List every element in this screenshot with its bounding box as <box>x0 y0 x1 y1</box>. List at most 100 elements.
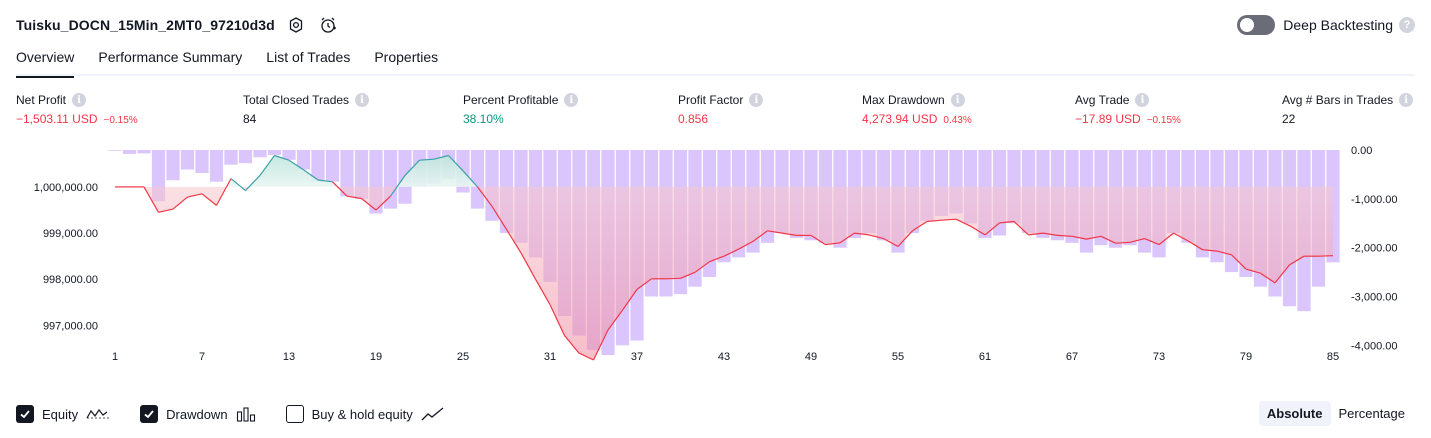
percentage-button[interactable]: Percentage <box>1338 406 1406 421</box>
equity-line-segment <box>810 234 826 246</box>
settings-icon[interactable] <box>285 14 307 36</box>
metric-avg-trade: Avg Trade i −17.89 USD −0.15% <box>1075 93 1181 126</box>
legend-label: Drawdown <box>166 406 228 422</box>
deep-backtesting-toggle[interactable] <box>1237 15 1276 35</box>
equity-line-segment <box>346 195 362 200</box>
equity-line-segment <box>607 309 623 331</box>
equity-line-segment <box>1289 255 1305 266</box>
equity-line-segment <box>1013 221 1029 236</box>
equity-line-segment <box>1042 232 1058 236</box>
equity-drawdown-chart[interactable]: 1,000,000.00 999,000.00 998,000.00 997,000.… <box>0 140 1431 372</box>
drawdown-bar <box>340 150 354 197</box>
equity-line-segment <box>941 218 957 221</box>
metric-profit-factor: Profit Factor i 0.856 <box>678 93 764 126</box>
drawdown-bar <box>354 150 369 199</box>
equity-line-segment <box>520 252 537 280</box>
report-header: Tuisku_DOCN_15Min_2MT0_97210d3d Deep Bac… <box>16 12 1415 38</box>
equity-line-segment <box>549 304 566 336</box>
legend-equity[interactable]: Equity <box>16 405 110 423</box>
equity-line-segment <box>1231 254 1247 270</box>
metric-label: Max Drawdown <box>862 93 945 107</box>
metric-label: Net Profit <box>16 93 67 107</box>
equity-line-segment <box>825 242 841 246</box>
equity-line-segment <box>636 278 652 290</box>
metric-value: 84 <box>243 112 257 126</box>
equity-line-segment <box>404 159 420 176</box>
tab-properties[interactable]: Properties <box>374 49 439 65</box>
equity-loss-area <box>144 186 1333 360</box>
drawdown-bar <box>137 150 151 154</box>
right-axis-tick-label: -1,000.00 <box>1351 194 1397 206</box>
info-icon[interactable]: i <box>564 93 579 107</box>
info-icon[interactable]: i <box>749 93 764 107</box>
tab-overview[interactable]: Overview <box>16 46 75 78</box>
x-axis-tick-label: 1 <box>112 351 118 363</box>
equity-line-segment <box>1115 241 1131 244</box>
equity-line-segment <box>143 186 160 213</box>
metric-percent: 0.43% <box>943 115 972 126</box>
equity-line-segment <box>1260 272 1276 284</box>
x-axis-tick-label: 79 <box>1240 351 1252 363</box>
x-axis-tick-label: 13 <box>283 351 295 363</box>
equity-line-segment <box>259 155 275 176</box>
metric-label: Avg # Bars in Trades <box>1282 93 1394 107</box>
tab-list-of-trades[interactable]: List of Trades <box>266 49 351 65</box>
metric-net-profit: Net Profit i −1,503.11 USD −0.15% <box>16 93 138 126</box>
metric-value: 4,273.94 USD <box>862 112 938 126</box>
equity-line-segment <box>332 181 348 197</box>
add-alert-clock-icon[interactable] <box>317 14 339 36</box>
legend-buy-hold-equity[interactable]: Buy & hold equity <box>285 405 445 423</box>
equity-line-segment <box>578 352 594 361</box>
equity-line-segment <box>303 169 319 181</box>
equity-line-segment <box>433 154 449 160</box>
equity-line-segment <box>172 196 188 210</box>
right-axis-tick-label: -4,000.00 <box>1351 340 1397 352</box>
x-axis-tick-label: 19 <box>370 351 382 363</box>
equity-line-segment <box>912 220 928 232</box>
info-icon[interactable]: i <box>1399 93 1414 107</box>
help-icon[interactable]: ? <box>1399 17 1415 33</box>
drawdown-bar <box>470 150 485 209</box>
equity-line-segment <box>1057 234 1073 237</box>
equity-line-segment <box>752 230 768 242</box>
info-icon[interactable]: i <box>355 93 370 107</box>
equity-line-segment <box>999 220 1015 224</box>
drawdown-bar <box>122 150 137 154</box>
x-axis-tick-label: 43 <box>718 351 730 363</box>
equity-line-segment <box>230 178 246 192</box>
report-tabs: Overview Performance Summary List of Tra… <box>16 46 1415 78</box>
deep-backtesting-label: Deep Backtesting <box>1283 17 1393 33</box>
info-icon[interactable]: i <box>72 93 87 107</box>
tab-performance-summary[interactable]: Performance Summary <box>98 49 243 65</box>
left-axis-tick-label: 997,000.00 <box>43 320 98 332</box>
equity-line-segment <box>781 232 797 236</box>
equity-line-segment <box>1144 238 1160 246</box>
info-icon[interactable]: i <box>1135 93 1150 107</box>
legend-drawdown[interactable]: Drawdown <box>140 405 255 423</box>
drawdown-bars-icon <box>236 406 256 422</box>
x-axis-tick-label: 73 <box>1153 351 1165 363</box>
drawdown-bar <box>224 150 238 165</box>
right-axis-tick-label: -2,000.00 <box>1351 243 1397 255</box>
x-axis-tick-label: 25 <box>457 351 469 363</box>
equity-line-segment <box>926 219 942 223</box>
drawdown-bar <box>311 150 325 182</box>
equity-line-segment <box>1245 268 1261 274</box>
metric-percent-profitable: Percent Profitable i 38.10% <box>463 93 579 126</box>
metric-label: Percent Profitable <box>463 93 559 107</box>
equity-line-segment <box>897 230 913 247</box>
absolute-button[interactable]: Absolute <box>1258 401 1331 426</box>
equity-line-segment <box>534 278 551 305</box>
strategy-title: Tuisku_DOCN_15Min_2MT0_97210d3d <box>16 17 275 33</box>
equity-line-segment <box>1318 255 1334 257</box>
equity-checkbox[interactable] <box>16 405 34 423</box>
drawdown-bar <box>180 150 195 170</box>
equity-line-segment <box>868 234 884 240</box>
metric-label: Profit Factor <box>678 93 744 107</box>
drawdown-checkbox[interactable] <box>140 405 159 423</box>
equity-line-segment <box>564 335 580 354</box>
equity-line-segment <box>854 232 870 236</box>
buy-hold-checkbox[interactable] <box>285 405 304 423</box>
info-icon[interactable]: i <box>950 93 965 107</box>
equity-line-segment <box>215 178 232 206</box>
